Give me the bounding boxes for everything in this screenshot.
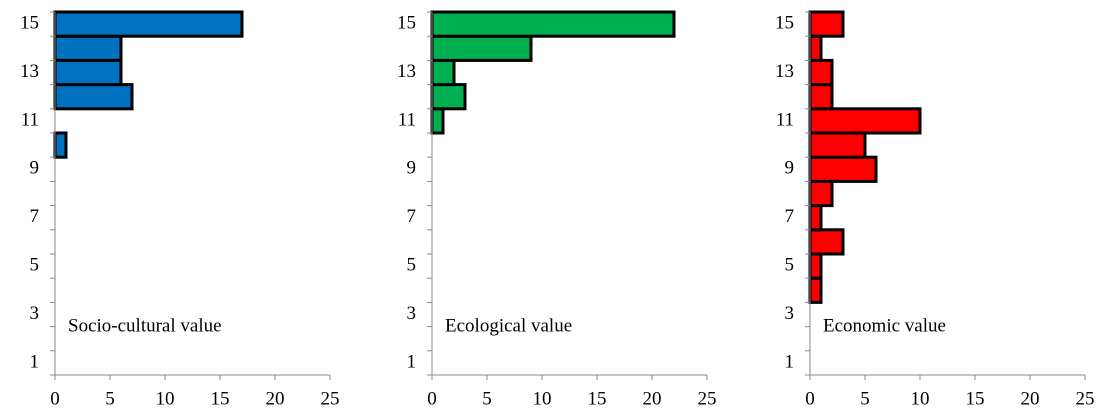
bar — [808, 10, 845, 38]
bar — [430, 58, 456, 87]
y-tick-label: 7 — [785, 206, 795, 227]
bar — [808, 179, 834, 208]
x-tick-label: 10 — [533, 388, 552, 409]
x-tick-label: 15 — [588, 388, 607, 409]
y-tick-label: 15 — [20, 12, 39, 33]
y-tick-label: 3 — [785, 303, 795, 324]
y-tick-label: 3 — [30, 303, 40, 324]
y-tick-label: 1 — [785, 351, 795, 372]
y-tick-label: 13 — [397, 61, 416, 82]
y-tick-label: 9 — [30, 158, 40, 179]
y-tick-label: 15 — [397, 12, 416, 33]
bar — [808, 228, 845, 256]
x-tick-label: 25 — [1076, 388, 1095, 409]
x-tick-label: 15 — [966, 388, 985, 409]
x-tick-label: 20 — [643, 388, 662, 409]
y-tick-label: 5 — [407, 254, 417, 275]
x-tick-label: 25 — [698, 388, 717, 409]
bar — [808, 155, 878, 183]
y-tick-label: 5 — [785, 254, 795, 275]
x-tick-label: 20 — [1021, 388, 1040, 409]
bar — [430, 10, 676, 38]
x-tick-label: 0 — [427, 388, 437, 409]
x-tick-label: 15 — [211, 388, 230, 409]
y-tick-label: 13 — [775, 61, 794, 82]
bar — [53, 131, 68, 159]
y-tick-label: 9 — [785, 158, 795, 179]
bar — [53, 83, 134, 111]
bar — [430, 107, 445, 135]
bar — [808, 107, 922, 135]
y-tick-label: 7 — [407, 206, 417, 227]
y-tick-label: 13 — [20, 61, 39, 82]
y-tick-label: 3 — [407, 303, 417, 324]
y-tick-label: 11 — [776, 109, 794, 130]
bar — [808, 276, 823, 304]
y-tick-label: 1 — [407, 351, 417, 372]
bar — [53, 58, 123, 87]
y-tick-label: 5 — [30, 254, 40, 275]
y-tick-label: 15 — [775, 12, 794, 33]
bar — [808, 131, 867, 159]
chart-label: Ecological value — [445, 315, 572, 336]
y-tick-label: 11 — [21, 109, 39, 130]
y-tick-label: 11 — [398, 109, 416, 130]
x-tick-label: 5 — [482, 388, 492, 409]
x-tick-label: 10 — [911, 388, 930, 409]
x-tick-label: 10 — [156, 388, 175, 409]
x-tick-label: 20 — [266, 388, 285, 409]
x-tick-label: 5 — [105, 388, 115, 409]
chart-label: Economic value — [823, 315, 946, 336]
bar — [53, 10, 244, 38]
bar — [808, 83, 834, 111]
bar — [808, 204, 823, 232]
bar — [430, 83, 467, 111]
x-tick-label: 0 — [805, 388, 815, 409]
x-tick-label: 0 — [50, 388, 60, 409]
bar — [808, 252, 823, 280]
x-tick-label: 5 — [860, 388, 870, 409]
x-tick-label: 25 — [321, 388, 340, 409]
bar — [808, 34, 823, 62]
chart-label: Socio-cultural value — [68, 315, 222, 336]
y-tick-label: 1 — [30, 351, 40, 372]
y-tick-label: 9 — [407, 158, 417, 179]
bar — [53, 34, 123, 62]
bar — [808, 58, 834, 87]
bar — [430, 34, 533, 62]
y-tick-label: 7 — [30, 206, 40, 227]
